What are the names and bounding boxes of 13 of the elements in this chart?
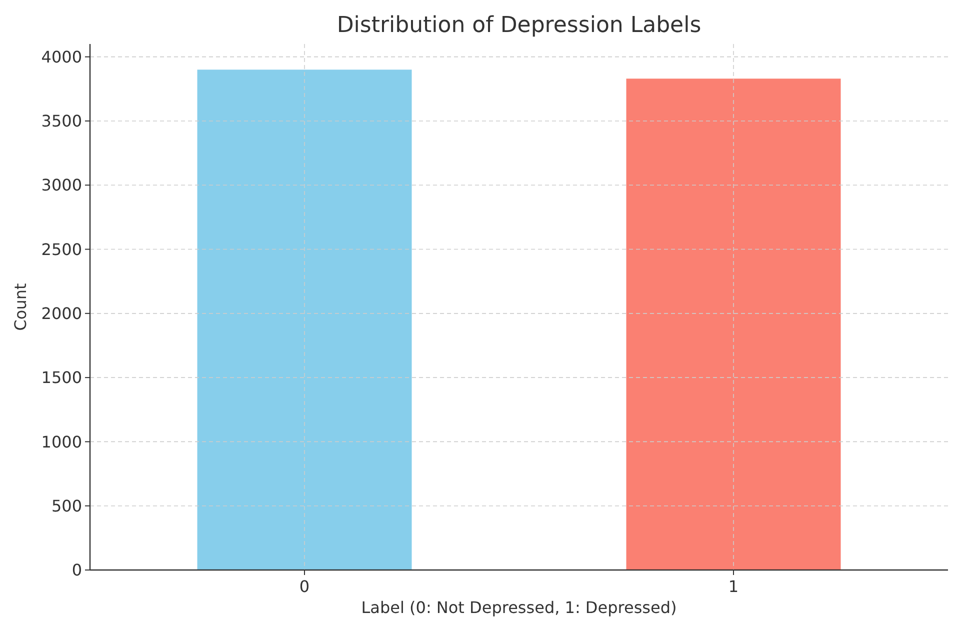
y-tick-label: 2000 <box>41 304 82 324</box>
y-axis-title: Count <box>11 283 30 331</box>
x-axis-title: Label (0: Not Depressed, 1: Depressed) <box>361 598 677 617</box>
y-tick-label: 0 <box>72 560 82 580</box>
y-tick-label: 3000 <box>41 176 82 195</box>
y-tick-label: 3500 <box>41 112 82 131</box>
y-tick-label: 1500 <box>41 368 82 388</box>
chart-title: Distribution of Depression Labels <box>336 13 702 38</box>
y-tick-label: 2500 <box>41 240 82 259</box>
y-tick-label: 500 <box>51 496 82 516</box>
y-tick-label: 1000 <box>41 432 82 452</box>
y-tick-label: 4000 <box>41 47 82 66</box>
x-tick-label: 1 <box>728 577 739 596</box>
